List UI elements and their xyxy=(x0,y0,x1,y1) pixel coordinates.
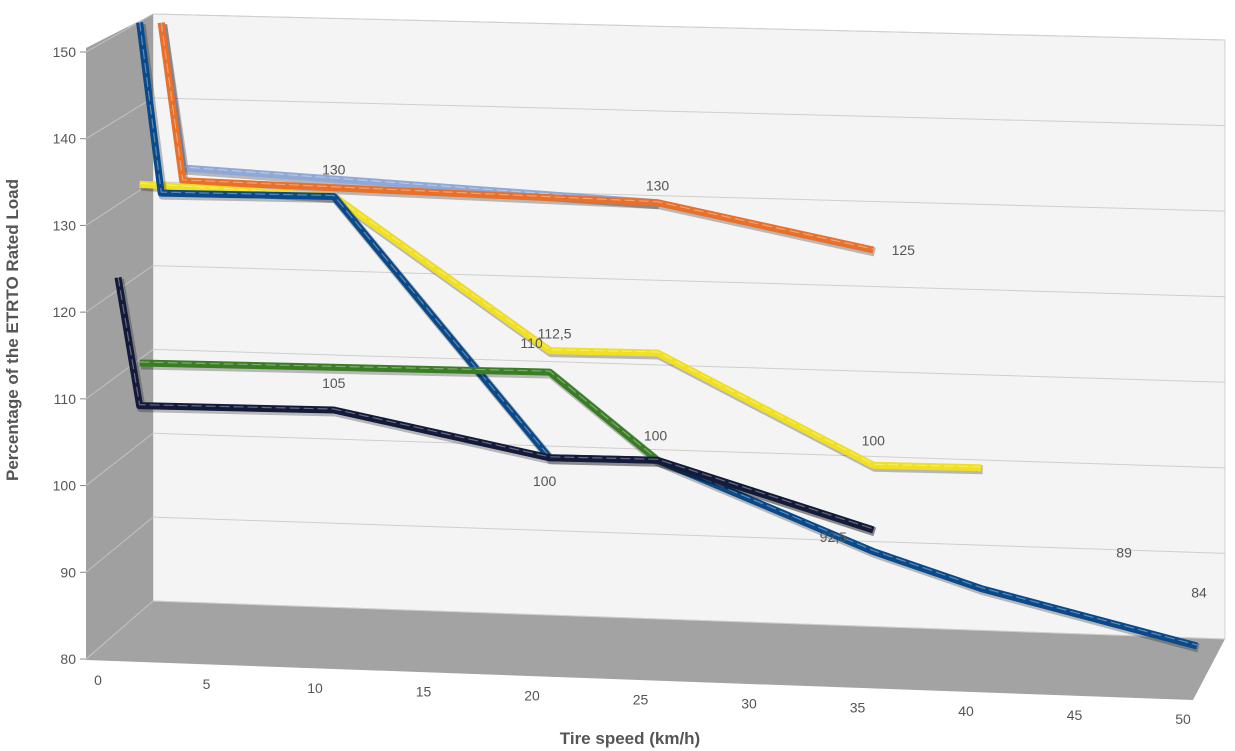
side-gridline-80 xyxy=(85,600,154,660)
data-label: 112,5 xyxy=(538,326,572,342)
side-gridline-140 xyxy=(85,97,154,140)
y-axis-title: Percentage of the ETRTO Rated Load xyxy=(3,179,22,481)
gridline-80 xyxy=(152,600,1226,640)
x-tick-labels: 0 5 10 15 20 25 30 35 40 45 50 xyxy=(94,672,1191,727)
x-tick-label: 30 xyxy=(741,695,757,711)
side-wall xyxy=(86,14,153,660)
side-gridline-150 xyxy=(85,13,154,53)
back-wall xyxy=(152,13,1226,640)
data-label: 84 xyxy=(1191,584,1207,600)
y-tick-label: 80 xyxy=(60,651,76,667)
x-tick-label: 10 xyxy=(307,680,323,696)
y-tick-label: 140 xyxy=(53,131,77,147)
gridline-100 xyxy=(152,432,1226,469)
floor xyxy=(86,601,1225,700)
x-tick-label: 20 xyxy=(524,688,540,704)
y-tick-label: 110 xyxy=(54,391,77,407)
data-label: 130 xyxy=(322,161,346,177)
data-label: 100 xyxy=(533,473,557,489)
data-label: 100 xyxy=(644,427,668,443)
x-tick-label: 35 xyxy=(850,699,866,715)
gridline-150 xyxy=(152,13,1226,41)
y-tick-labels: 80 90 100 110 120 130 140 150 xyxy=(53,44,86,667)
data-label: 89 xyxy=(1116,544,1132,560)
data-label: 100 xyxy=(862,432,886,448)
y-tick-label: 90 xyxy=(60,564,76,580)
gridline-90 xyxy=(152,516,1226,554)
x-axis-title: Tire speed (km/h) xyxy=(560,729,700,748)
x-tick-label: 15 xyxy=(416,684,432,700)
data-label: 105 xyxy=(322,375,346,391)
y-tick-label: 100 xyxy=(53,478,77,494)
side-gridline-130 xyxy=(85,181,154,226)
x-tick-label: 0 xyxy=(94,672,102,688)
series-line-5 xyxy=(114,276,875,534)
x-tick-label: 40 xyxy=(958,703,974,719)
data-label: 92,5 xyxy=(820,529,847,545)
x-tick-label: 45 xyxy=(1067,707,1083,723)
gridline-120 xyxy=(152,265,1226,298)
data-label: 125 xyxy=(892,242,916,258)
data-label: 110 xyxy=(520,335,543,351)
x-tick-label: 5 xyxy=(203,676,211,692)
series-highlight xyxy=(160,21,874,250)
side-gridline-90 xyxy=(85,516,154,573)
side-gridline-110 xyxy=(85,349,154,400)
x-tick-label: 50 xyxy=(1175,711,1191,727)
series-lines xyxy=(114,21,1200,653)
series-line-1 xyxy=(157,22,875,254)
side-gridline-100 xyxy=(85,432,154,486)
y-tick-label: 120 xyxy=(53,304,77,320)
data-label: 130 xyxy=(646,178,670,194)
series-highlight xyxy=(117,276,874,530)
y-tick-label: 150 xyxy=(53,44,77,60)
gridline-140 xyxy=(152,97,1226,127)
x-tick-label: 25 xyxy=(633,692,649,708)
y-tick-label: 130 xyxy=(53,217,77,233)
